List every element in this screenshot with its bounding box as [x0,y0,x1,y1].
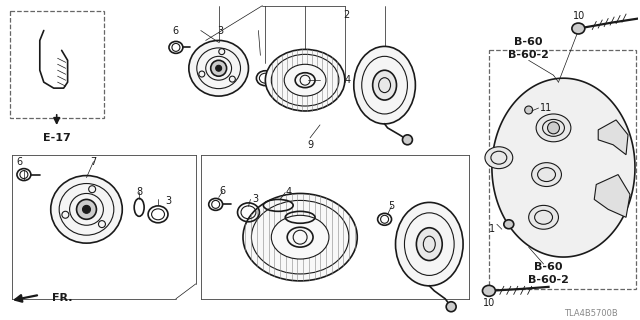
Polygon shape [598,120,628,155]
Ellipse shape [211,60,227,76]
Ellipse shape [485,147,513,169]
Ellipse shape [216,65,221,71]
Ellipse shape [189,40,248,96]
Ellipse shape [83,205,90,213]
Ellipse shape [266,49,345,111]
Polygon shape [492,78,635,257]
Text: 11: 11 [540,103,553,113]
Ellipse shape [548,122,559,134]
Ellipse shape [525,106,532,114]
Ellipse shape [77,199,97,219]
Text: FR.: FR. [52,293,72,303]
Text: 4: 4 [345,75,351,85]
Text: E-17: E-17 [43,133,70,143]
Ellipse shape [396,203,463,286]
Text: 10: 10 [573,11,586,20]
Ellipse shape [403,135,412,145]
Ellipse shape [372,70,397,100]
Ellipse shape [51,176,122,243]
Ellipse shape [504,220,514,229]
Text: 8: 8 [136,188,142,197]
Bar [489,50,636,289]
Text: 3: 3 [165,196,171,206]
Ellipse shape [536,114,571,142]
Ellipse shape [417,228,442,260]
Text: 1: 1 [489,224,495,234]
Ellipse shape [243,194,357,281]
Ellipse shape [532,163,561,187]
Text: 3: 3 [252,195,259,204]
Ellipse shape [446,302,456,312]
Text: 2: 2 [344,10,350,20]
Text: B-60: B-60 [534,262,563,272]
Text: B-60-2: B-60-2 [508,50,549,60]
Ellipse shape [284,64,326,96]
Ellipse shape [572,23,585,34]
Text: TLA4B5700B: TLA4B5700B [564,309,618,318]
Text: 6: 6 [220,187,226,196]
Ellipse shape [529,205,559,229]
Text: B-60-2: B-60-2 [528,275,569,285]
Ellipse shape [354,46,415,124]
Text: 6: 6 [17,157,23,167]
Text: 9: 9 [307,140,313,150]
Text: B-60: B-60 [515,37,543,47]
Bar [10,11,104,118]
Text: 7: 7 [90,157,97,167]
Text: 5: 5 [388,201,395,212]
Text: 10: 10 [483,298,495,308]
Text: 6: 6 [173,26,179,36]
Ellipse shape [483,285,495,296]
Ellipse shape [271,215,329,259]
Text: 4: 4 [285,188,291,197]
Polygon shape [595,175,630,217]
Text: 3: 3 [218,26,224,36]
